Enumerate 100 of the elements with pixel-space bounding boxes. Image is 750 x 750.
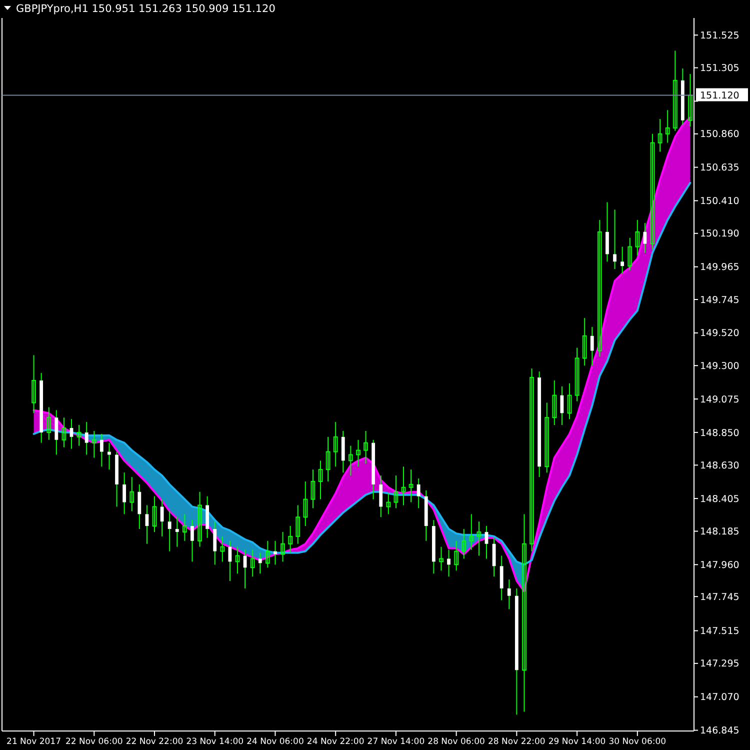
candlestick — [182, 514, 187, 542]
x-tick-label: 27 Nov 14:00 — [367, 737, 425, 747]
candlestick — [613, 209, 616, 270]
candlestick — [341, 430, 345, 474]
candlestick — [280, 531, 285, 562]
candlestick — [439, 546, 444, 572]
chart-title: GBPJPYpro,H1 150.951 151.263 150.909 151.120 — [16, 3, 276, 15]
candlestick — [567, 382, 572, 420]
candlestick — [454, 540, 459, 572]
y-tick-label: 148.185 — [700, 526, 740, 538]
candlestick — [333, 422, 338, 468]
candlestick — [175, 516, 179, 548]
candlestick — [544, 402, 550, 474]
x-tick-label: 22 Nov 06:00 — [65, 737, 123, 747]
candlestick — [220, 536, 225, 562]
candlestick — [168, 510, 172, 552]
candlestick — [530, 368, 534, 552]
y-tick-label: 149.965 — [700, 262, 740, 274]
candlestick — [326, 436, 330, 482]
candlestick — [62, 417, 66, 448]
candlestick — [265, 540, 270, 568]
y-tick-label: 147.295 — [700, 658, 740, 670]
x-tick-label: 29 Nov 14:00 — [548, 737, 606, 747]
y-tick-label: 151.525 — [700, 30, 740, 42]
candlestick — [500, 555, 504, 601]
candlestick — [416, 478, 420, 509]
y-tick-label: 148.405 — [700, 494, 740, 505]
y-tick-label: 147.745 — [700, 592, 740, 603]
y-tick-label: 147.960 — [700, 560, 740, 571]
x-tick-label: 28 Nov 06:00 — [428, 737, 485, 747]
candlestick — [356, 439, 360, 468]
candlestick — [348, 445, 353, 476]
y-tick-label: 149.520 — [700, 328, 740, 340]
candlestick — [32, 354, 36, 414]
candlestick — [386, 492, 391, 515]
candlestick — [476, 521, 482, 556]
candlestick — [394, 475, 398, 509]
candlestick — [108, 442, 111, 470]
candlestick — [235, 546, 240, 574]
candlestick — [522, 514, 526, 712]
y-tick-label: 149.075 — [700, 394, 740, 406]
candlestick — [628, 237, 632, 272]
candlestick — [379, 475, 383, 518]
candlestick — [206, 496, 210, 538]
candlestick — [122, 472, 126, 515]
candlestick — [552, 380, 557, 426]
candlestick — [590, 326, 594, 366]
candlestick — [462, 528, 466, 560]
candlestick — [92, 430, 96, 458]
candlestick — [213, 521, 217, 566]
candlestick — [46, 406, 52, 440]
ref-line-label: 151.120 — [700, 90, 740, 102]
x-tick-label: 22 Nov 22:00 — [126, 737, 184, 747]
candlestick — [507, 578, 511, 610]
candlestick — [469, 514, 474, 550]
candlestick — [408, 469, 414, 503]
candlestick — [635, 220, 640, 256]
candlestick — [574, 347, 580, 402]
x-tick-label: 24 Nov 06:00 — [246, 737, 304, 747]
y-tick-label: 149.300 — [700, 360, 740, 372]
candlestick — [658, 118, 662, 152]
y-tick-label: 147.070 — [700, 692, 740, 704]
y-tick-label: 147.515 — [700, 626, 740, 638]
y-tick-label: 149.745 — [700, 294, 740, 306]
candlestick — [152, 496, 157, 532]
candlestick — [310, 469, 316, 509]
x-tick-label: 23 Nov 14:00 — [186, 737, 244, 747]
candlestick — [258, 552, 262, 574]
candlestick — [250, 549, 255, 578]
y-tick-label: 150.410 — [700, 196, 740, 208]
candlestick — [447, 549, 450, 578]
candlestick — [100, 433, 104, 468]
candlestick — [672, 50, 678, 132]
candlestick — [138, 484, 142, 530]
candlestick — [288, 526, 293, 554]
candlestick — [582, 318, 587, 366]
candlestick — [318, 460, 323, 500]
candlestick — [54, 410, 58, 456]
x-tick-label: 21 Nov 2017 — [6, 737, 61, 747]
y-tick-label: 150.860 — [700, 129, 740, 140]
x-tick-label: 28 Nov 22:00 — [488, 737, 546, 747]
y-tick-label: 148.630 — [700, 460, 740, 472]
candlestick — [650, 133, 655, 250]
x-tick-label: 24 Nov 22:00 — [306, 737, 364, 747]
candlestick — [296, 504, 300, 544]
candlestick — [130, 476, 134, 512]
y-tick-label: 146.845 — [700, 726, 740, 737]
candlestick — [597, 220, 602, 358]
candlestick — [401, 466, 406, 506]
candlestick — [620, 246, 624, 274]
y-tick-label: 150.635 — [700, 162, 740, 174]
candlestick — [190, 520, 194, 562]
y-tick-label: 148.850 — [700, 428, 740, 439]
y-tick-label: 150.190 — [700, 228, 740, 240]
candlestick — [198, 491, 202, 548]
candlestick — [606, 202, 609, 262]
candlestick — [76, 424, 82, 446]
candlestick — [303, 480, 308, 527]
candlestick — [364, 430, 368, 464]
candlestick — [84, 422, 88, 456]
